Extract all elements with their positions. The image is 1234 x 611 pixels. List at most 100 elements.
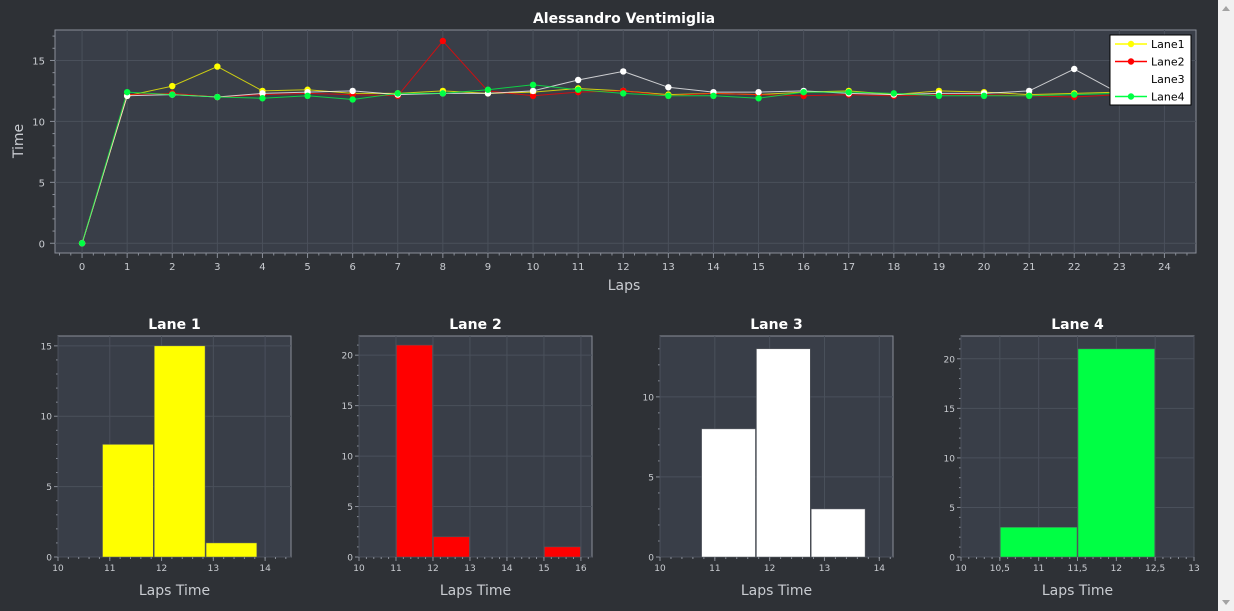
x-tick-label: 0 [79,262,85,273]
vertical-scrollbar[interactable] [1218,0,1234,611]
data-point-lane3 [1025,87,1033,95]
plot-area [358,335,593,558]
x-tick-label: 6 [349,262,355,273]
x-tick-label: 7 [395,262,401,273]
data-point-lane4 [755,95,762,102]
histogram-bar [396,344,433,558]
x-tick-label: 14 [874,564,886,574]
x-tick-label: 8 [440,262,446,273]
x-tick-label: 18 [887,262,900,273]
x-tick-label: 5 [304,262,310,273]
scroll-up-arrow-icon[interactable] [1222,6,1230,11]
x-tick-label: 10,5 [990,564,1010,574]
x-tick-label: 15 [752,262,765,273]
x-tick-label: 22 [1068,262,1081,273]
y-tick-label: 15 [32,56,45,67]
series-line-lane1 [81,66,1120,244]
x-tick-label: 4 [259,262,265,273]
series-line-lane4 [81,84,1120,244]
y-tick-label: 20 [342,352,354,362]
data-point-lane4 [349,96,356,103]
x-tick-label: 12 [156,564,167,574]
x-tick-label: 10 [654,564,666,574]
x-tick-label: 10 [353,564,365,574]
data-point-lane4 [980,92,988,100]
legend-box [1109,34,1192,106]
y-tick-label: 10 [342,453,354,463]
y-tick-label: 10 [643,393,655,403]
data-point-lane4 [259,95,266,102]
x-tick-label: 14 [707,262,720,273]
data-point-lane4 [304,92,311,100]
x-tick-label: 15 [538,564,549,574]
data-point-lane4 [620,90,627,97]
histogram-title: Lane 3 [750,317,802,333]
legend-marker-lane2 [1127,58,1135,65]
legend-marker-lane1 [1127,40,1135,48]
x-axis-label: Laps [608,278,641,294]
histogram-lane-4: 0 5 10 15 20 10 10,5 11 11,5 12 12,5 13 Lane 4 Laps T… [944,317,1200,599]
histogram-title: Lane 1 [148,317,200,333]
x-tick-label: 12 [427,564,438,574]
data-point-lane1 [169,82,176,90]
data-point-lane3 [349,87,356,95]
x-tick-label: 12 [1111,564,1122,574]
legend-label-lane3: Lane3 [1151,73,1185,86]
y-tick-label: 15 [944,405,955,415]
plot-area [54,29,1197,254]
y-tick-label: 0 [648,554,654,564]
x-axis-label: Laps Time [741,583,812,599]
data-point-lane4 [710,92,717,100]
y-tick-label: 5 [648,473,654,483]
data-point-lane4 [439,90,447,97]
data-point-lane4 [845,88,852,96]
y-tick-label: 0 [39,239,45,250]
x-tick-label: 9 [485,262,491,273]
legend-marker-lane4 [1127,93,1135,100]
x-tick-label: 13 [662,262,675,273]
histogram-bar [701,428,756,558]
x-tick-label: 3 [214,262,220,273]
data-point-lane4 [574,86,582,93]
y-tick-label: 0 [347,554,353,564]
data-point-lane4 [935,92,943,100]
series-line-lane3 [81,68,1120,244]
x-tick-label: 13 [1188,564,1199,574]
y-tick-label: 10 [944,454,956,464]
x-tick-label: 14 [501,564,513,574]
histogram-bar [433,536,470,558]
histogram-title: Lane 4 [1051,317,1104,333]
histogram-lane-1: 0 5 10 15 10 11 12 13 14 Lane 1 Laps Time [41,317,292,599]
x-axis-label: Laps Time [139,583,210,599]
histogram-lane-2: 0 5 10 15 20 10 11 12 13 14 15 16 Lane 2 Laps Time [342,317,593,599]
x-tick-label: 13 [819,564,830,574]
data-point-lane3 [620,68,627,75]
y-axis-label: Time [11,124,27,159]
data-point-lane3 [665,84,672,91]
data-point-lane4 [123,88,131,96]
x-tick-label: 11,5 [1067,564,1087,574]
x-tick-label: 12,5 [1145,564,1165,574]
data-point-lane4 [529,81,537,89]
legend-label-lane4: Lane4 [1151,91,1185,104]
data-point-lane4 [484,86,492,93]
y-tick-label: 5 [347,503,353,513]
data-point-lane3 [259,90,266,97]
data-point-lane2 [529,92,537,100]
data-point-lane4 [394,90,401,97]
data-point-lane3 [755,88,762,96]
x-tick-label: 12 [764,564,775,574]
x-tick-label: 20 [978,262,991,273]
data-point-lane3 [529,87,537,95]
data-point-lane4 [78,240,86,247]
legend-label-lane2: Lane2 [1151,56,1185,69]
x-tick-label: 11 [572,262,585,273]
scroll-down-arrow-icon[interactable] [1222,600,1230,605]
x-tick-label: 19 [933,262,946,273]
legend: Lane1 Lane2 Lane3 Lane4 [1109,34,1192,106]
x-axis-label: Laps Time [440,583,511,599]
x-tick-label: 1 [124,262,130,273]
y-tick-label: 0 [949,554,955,564]
